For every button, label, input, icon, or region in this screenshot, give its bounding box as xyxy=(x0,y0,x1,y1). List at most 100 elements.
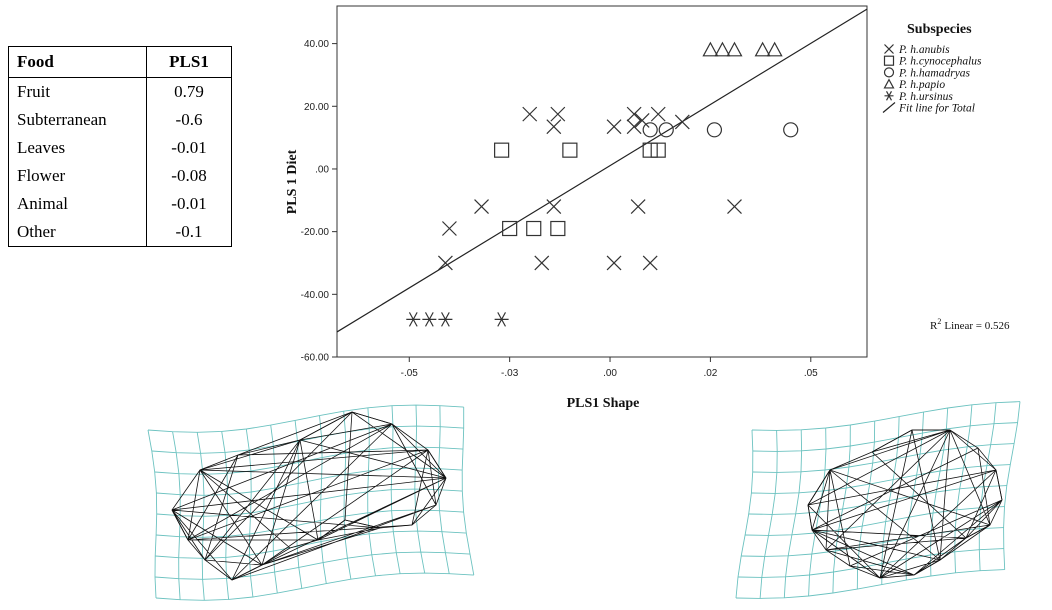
grid-line xyxy=(461,407,475,576)
data-point-triangle xyxy=(766,41,783,57)
y-tick-label: .00 xyxy=(315,164,329,175)
legend-symbol-triangle xyxy=(883,78,895,89)
legend-label: P. h.ursinus xyxy=(898,91,953,103)
plot-area xyxy=(336,5,868,358)
table-header-row: Food PLS1 xyxy=(8,46,232,78)
data-point-triangle xyxy=(754,41,771,57)
data-point-x xyxy=(626,106,642,122)
data-point-star xyxy=(422,312,437,327)
x-tick-label: .02 xyxy=(703,368,717,379)
legend-symbol-circle xyxy=(883,67,895,78)
grid-line xyxy=(783,429,803,598)
data-point-x xyxy=(626,119,642,135)
grid-line xyxy=(929,407,949,577)
data-point-square xyxy=(642,142,658,158)
food-cell: Fruit xyxy=(8,77,147,106)
data-point-x xyxy=(546,199,562,214)
food-cell: Leaves xyxy=(8,134,147,162)
food-cell: Other xyxy=(8,218,147,247)
food-cell: Subterranean xyxy=(8,106,147,134)
y-tick-label: 20.00 xyxy=(304,102,329,113)
grid-line xyxy=(748,485,1007,515)
data-point-triangle xyxy=(702,41,719,57)
pls1-cell: -0.08 xyxy=(171,166,207,185)
table-row: Other -0.1 xyxy=(8,218,232,247)
data-point-x xyxy=(642,255,658,271)
data-point-x xyxy=(727,199,742,214)
data-point-x xyxy=(437,255,453,271)
x-axis: -.05 -.03 .00 .02 .05 xyxy=(401,357,818,379)
grid-line xyxy=(221,431,230,600)
legend-symbol-star xyxy=(884,91,894,101)
legend-symbol-square xyxy=(883,55,895,66)
pls1-column-header: PLS1 xyxy=(146,46,232,78)
data-point-x xyxy=(534,255,550,271)
data-point-circle xyxy=(658,122,674,138)
data-point-star xyxy=(494,312,509,327)
data-point-star xyxy=(406,312,421,327)
data-point-circle xyxy=(783,122,799,138)
data-point-x xyxy=(441,221,457,236)
legend-symbol-fit-line xyxy=(882,102,896,113)
data-point-square xyxy=(562,142,578,158)
grid-line xyxy=(438,405,450,574)
data-point-x xyxy=(546,119,562,135)
pls1-cell: -0.6 xyxy=(175,110,203,129)
grid-line xyxy=(147,404,464,433)
grid-line xyxy=(147,429,158,599)
deformation-grid-right xyxy=(735,401,1021,599)
grid-line xyxy=(735,569,1005,599)
legend-label: P. h.anubis xyxy=(898,44,950,56)
grid-line xyxy=(954,404,973,573)
data-point-square xyxy=(526,220,542,237)
table-row: Leaves -0.01 xyxy=(8,134,232,162)
grid-line xyxy=(155,572,474,601)
grid-line xyxy=(737,548,1004,578)
data-point-square xyxy=(502,220,518,237)
y-tick-label: -40.00 xyxy=(301,290,330,301)
grid-line xyxy=(832,424,851,594)
grid-line xyxy=(751,401,1021,431)
grid-line xyxy=(745,506,1005,536)
grid-line xyxy=(151,425,464,454)
fit-line xyxy=(336,8,868,333)
scatter-points xyxy=(406,41,799,327)
legend-symbol-x xyxy=(884,44,894,54)
table-row: Animal -0.01 xyxy=(8,190,232,218)
pls1-cell: 0.79 xyxy=(174,82,204,101)
data-point-circle xyxy=(706,122,723,138)
r-squared-value: Linear = 0.526 xyxy=(944,320,1010,332)
grid-line xyxy=(156,509,464,538)
y-tick-label: -60.00 xyxy=(301,353,330,364)
food-cell: Animal xyxy=(8,190,147,218)
grid-line xyxy=(196,432,205,601)
grid-line xyxy=(270,425,278,594)
x-axis-title: PLS1 Shape xyxy=(567,396,640,411)
skull-wireframe-left-mesh xyxy=(171,411,447,581)
fit-line-layer xyxy=(336,8,868,333)
grid-line xyxy=(856,421,876,590)
grid-line xyxy=(751,464,1011,494)
legend-label: P. h.cynocephalus xyxy=(898,56,982,68)
grid-line xyxy=(156,467,463,496)
pls1-cell: -0.1 xyxy=(175,222,203,241)
grid-line xyxy=(735,429,754,599)
data-point-x xyxy=(606,119,622,135)
grid-line xyxy=(390,405,401,574)
x-tick-label: .00 xyxy=(603,368,617,379)
table-row: Subterranean -0.6 xyxy=(8,106,232,134)
y-tick-label: -20.00 xyxy=(301,227,330,238)
food-column-header: Food xyxy=(8,46,147,78)
r-squared-prefix: R xyxy=(930,320,938,332)
grid-line xyxy=(343,411,352,580)
legend-title: Subspecies xyxy=(907,22,972,37)
grid-line xyxy=(741,527,1004,557)
grid-line xyxy=(245,428,254,598)
x-tick-label: -.03 xyxy=(501,368,519,379)
r-squared-annotation: R2 Linear = 0.526 xyxy=(930,317,1010,332)
food-cell: Flower xyxy=(8,162,147,190)
grid-line xyxy=(172,431,181,600)
grid-line xyxy=(808,427,827,597)
